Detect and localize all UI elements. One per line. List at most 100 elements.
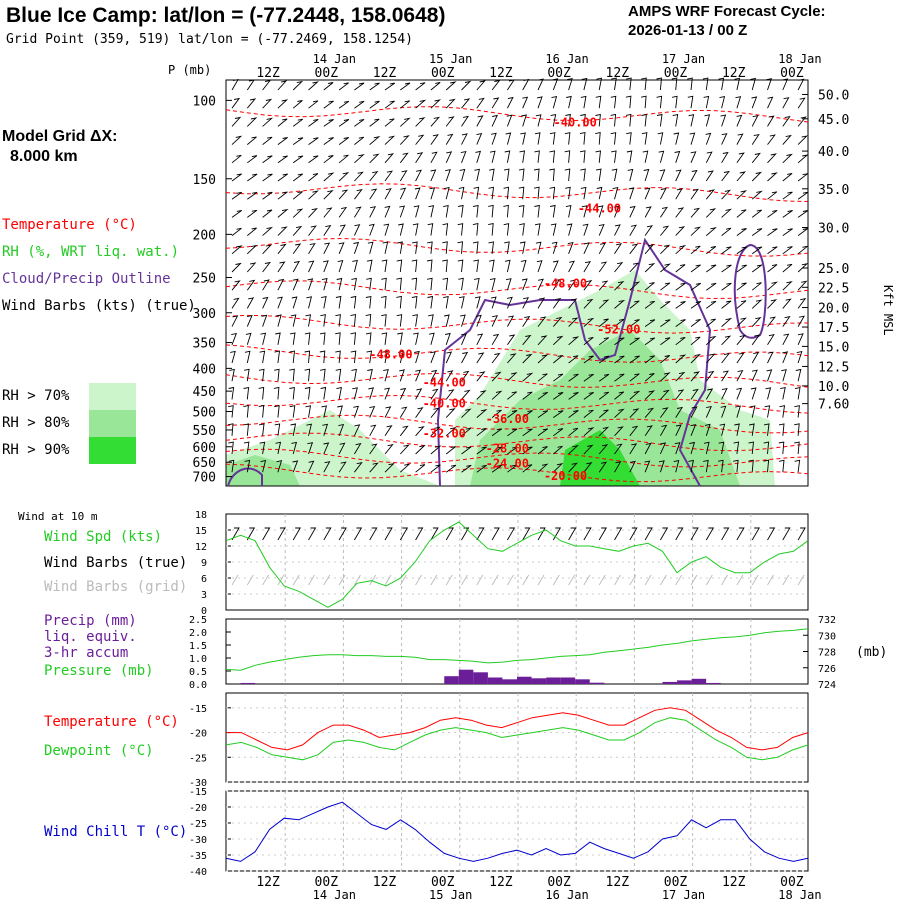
wind-barb bbox=[675, 282, 686, 291]
wind-barb-10m bbox=[583, 527, 592, 541]
wind-barb bbox=[384, 387, 391, 400]
wind-barb bbox=[228, 459, 235, 473]
top-time-tick: 00Z bbox=[431, 66, 455, 81]
wind-barb bbox=[381, 314, 387, 327]
wind-barb bbox=[660, 337, 671, 346]
wind-barb bbox=[794, 441, 800, 455]
wind-barb bbox=[763, 441, 770, 455]
wind-barb bbox=[564, 168, 571, 182]
wind-barb bbox=[231, 154, 242, 164]
wind-barb bbox=[414, 350, 420, 364]
wind-barb bbox=[522, 315, 531, 327]
wind-barb bbox=[721, 208, 733, 218]
wind-barb bbox=[659, 169, 666, 182]
wind-barb bbox=[583, 298, 594, 309]
windchill-label: Wind Chill T (°C) bbox=[44, 824, 188, 840]
wind-barb bbox=[369, 443, 378, 455]
wind-barb bbox=[338, 137, 349, 145]
wind-barb bbox=[292, 243, 302, 255]
wind-barb bbox=[277, 155, 288, 164]
wind-barb bbox=[629, 319, 640, 327]
wind-barb bbox=[568, 279, 577, 291]
legend-rh: RH (%, WRT liq. wat.) bbox=[2, 244, 180, 260]
wind-barb bbox=[507, 391, 517, 400]
wind-barb bbox=[644, 244, 655, 255]
wind-barb bbox=[565, 113, 571, 127]
wind-barb bbox=[535, 241, 542, 254]
wind-barb bbox=[794, 423, 800, 436]
wind-barb bbox=[323, 82, 334, 91]
wind-barb bbox=[614, 355, 625, 364]
wind-barb-grid bbox=[415, 574, 422, 586]
wind-barb bbox=[611, 150, 617, 163]
wind-barb bbox=[644, 300, 655, 309]
wind-barb bbox=[399, 152, 409, 164]
wind-barb bbox=[751, 246, 763, 255]
wind-barb bbox=[537, 354, 549, 364]
top-date-label: 15 Jan bbox=[429, 52, 472, 66]
wind-barb bbox=[430, 351, 436, 364]
wind-barb bbox=[461, 133, 468, 145]
wind-barb bbox=[689, 132, 696, 145]
wind-barb bbox=[671, 77, 678, 91]
wind-barb bbox=[595, 168, 602, 182]
wind-barb bbox=[751, 228, 763, 236]
wind-barb bbox=[706, 300, 717, 309]
wind-barb bbox=[736, 352, 745, 364]
wind-barb bbox=[277, 243, 287, 255]
wind-barb bbox=[460, 150, 467, 163]
temperature-contour-label: -32.00 bbox=[423, 426, 466, 440]
wind-barb bbox=[782, 97, 790, 109]
wind-barb bbox=[415, 99, 427, 109]
precip-bar bbox=[546, 677, 561, 684]
wind-barb bbox=[244, 368, 250, 382]
wind-barb bbox=[568, 410, 579, 418]
wind-barb bbox=[565, 186, 571, 200]
wind-barb bbox=[321, 405, 327, 418]
wind-barb bbox=[690, 207, 701, 218]
wind-barb bbox=[474, 277, 480, 291]
temperature-contour bbox=[225, 237, 809, 257]
wind-barb bbox=[292, 260, 300, 273]
wind-barb bbox=[660, 407, 669, 418]
wind-barb bbox=[244, 459, 251, 473]
wind-barb bbox=[537, 316, 547, 327]
wind-barb bbox=[338, 206, 348, 218]
wind-barb bbox=[644, 425, 653, 437]
precip-bar bbox=[560, 677, 576, 684]
temperature-contour-label: -20.00 bbox=[544, 469, 587, 483]
bottom-time-tick: 12Z bbox=[489, 875, 513, 890]
wind-barb bbox=[427, 223, 434, 236]
wind-barb bbox=[614, 224, 621, 236]
wind-barb bbox=[644, 319, 656, 327]
temperature-contour-label: -28.00 bbox=[486, 441, 529, 455]
wind-barb bbox=[718, 441, 725, 455]
wind-barb bbox=[489, 259, 495, 273]
wind-barb bbox=[644, 282, 655, 291]
wind-barb bbox=[614, 391, 625, 400]
wind-barb bbox=[767, 281, 779, 291]
wind-barb bbox=[351, 277, 357, 291]
wind-barb bbox=[660, 244, 671, 255]
wind-barb-10m bbox=[705, 527, 715, 541]
wind-barb bbox=[246, 314, 253, 327]
wind-barb bbox=[629, 408, 640, 418]
pressure-tick-label: 650 bbox=[193, 456, 216, 471]
wind-barb bbox=[736, 317, 747, 327]
wind-barb bbox=[247, 191, 258, 200]
wind-barb bbox=[521, 114, 527, 127]
wind-barb-10m bbox=[338, 527, 347, 541]
wind-barb bbox=[350, 350, 357, 364]
wind-barb bbox=[415, 117, 426, 127]
pressure-axis-unit: (mb) bbox=[856, 645, 887, 660]
page-title: Blue Ice Camp: lat/lon = (-77.2448, 158.… bbox=[6, 4, 446, 27]
precip-label: Precip (mm) bbox=[44, 613, 137, 629]
wind-barb bbox=[292, 118, 304, 127]
wind-barb bbox=[734, 423, 740, 436]
wind-barb bbox=[614, 337, 625, 346]
wind-barb-grid bbox=[323, 574, 331, 586]
wind-barb bbox=[430, 407, 440, 418]
wind-barb bbox=[534, 132, 541, 145]
wind-barb-grid bbox=[354, 574, 361, 586]
height-tick-label: 35.0 bbox=[818, 183, 849, 198]
